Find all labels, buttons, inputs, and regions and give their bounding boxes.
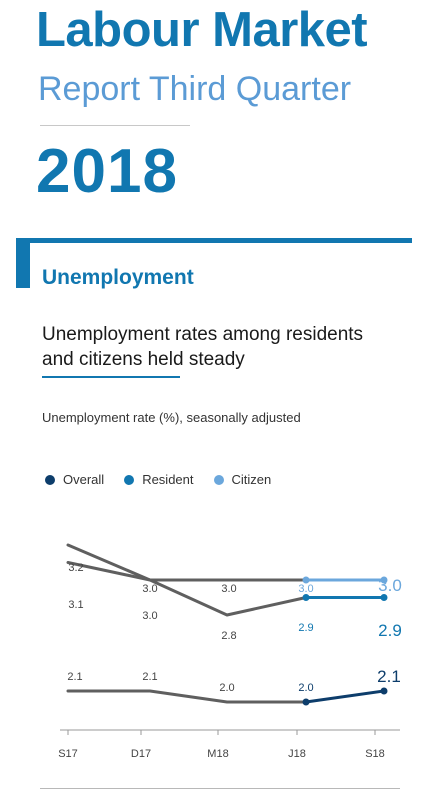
overall-point-J18 [302, 698, 310, 706]
resident-line-history [66, 561, 308, 617]
x-tick-label-M18: M18 [207, 748, 228, 760]
section-title: Unemployment [42, 266, 194, 289]
label-citizen-D17: 3.0 [142, 583, 157, 595]
label-citizen-M18: 3.0 [221, 583, 236, 595]
citizen-line-history [66, 543, 308, 582]
chart-subtitle: Unemployment rate (%), seasonally adjust… [42, 410, 301, 425]
headline-underline [42, 376, 180, 378]
overall-line-recent [304, 689, 386, 704]
bottom-divider [40, 788, 400, 789]
report-year: 2018 [36, 137, 178, 206]
legend-label-overall: Overall [63, 472, 105, 487]
chart-legend: Overall Resident Citizen [45, 472, 271, 487]
report-subtitle: Report Third Quarter [38, 70, 352, 108]
x-tick-label-D17: D17 [131, 748, 151, 760]
x-tick-label-J18: J18 [288, 748, 306, 760]
legend-label-resident: Resident [142, 472, 194, 487]
label-citizen-S18: 3.0 [378, 576, 402, 595]
chart-headline: Unemployment rates among residents and c… [42, 324, 364, 370]
label-overall-D17: 2.1 [142, 671, 157, 683]
label-overall-M18: 2.0 [219, 682, 234, 694]
resident-point-J18 [302, 594, 310, 601]
label-citizen-S17: 3.2 [68, 562, 83, 574]
legend-item-citizen: Citizen [213, 472, 272, 487]
legend-dot-resident [124, 474, 135, 485]
label-overall-S17: 2.1 [67, 671, 82, 683]
x-tick-label-S18: S18 [365, 748, 385, 760]
legend-label-citizen: Citizen [231, 472, 272, 487]
legend-item-resident: Resident [124, 472, 194, 487]
legend-item-overall: Overall [45, 472, 104, 487]
section-accent-bar [16, 240, 30, 288]
label-resident-S17: 3.1 [68, 599, 83, 611]
label-overall-J18: 2.0 [298, 682, 313, 694]
title-divider [40, 125, 190, 126]
label-overall-S18: 2.1 [377, 667, 401, 686]
label-resident-D17: 3.0 [142, 610, 157, 622]
legend-dot-overall [45, 474, 55, 485]
overall-line-history [66, 689, 308, 704]
citizen-point-S18 [380, 576, 388, 584]
section-top-bar [16, 238, 412, 243]
label-resident-M18: 2.8 [221, 630, 236, 642]
report-title: Labour Market [36, 3, 368, 57]
x-tick-label-S17: S17 [58, 748, 78, 760]
resident-point-S18 [380, 594, 388, 601]
label-resident-J18: 2.9 [298, 622, 313, 634]
overall-point-S18 [380, 687, 388, 695]
citizen-point-J18 [302, 576, 310, 584]
legend-dot-citizen [213, 474, 224, 485]
label-resident-S18: 2.9 [378, 621, 402, 640]
label-citizen-J18: 3.0 [298, 583, 313, 595]
